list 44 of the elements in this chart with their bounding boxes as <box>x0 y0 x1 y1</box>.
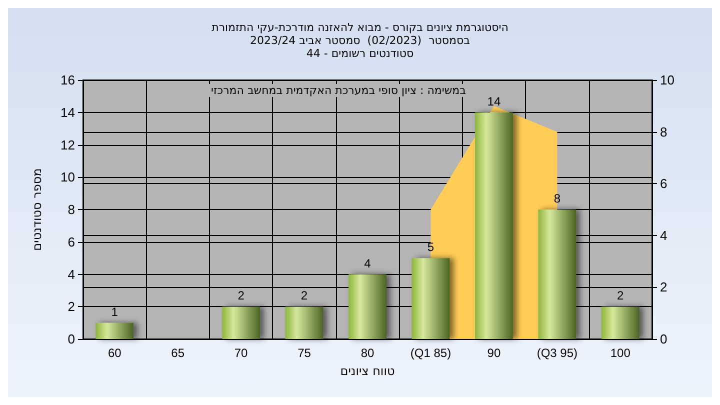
x-tick-label: (Q3 95) <box>536 346 578 360</box>
x-tick-label: 80 <box>360 346 374 360</box>
y2-tick-label: 10 <box>660 72 674 88</box>
y2-tick-label: 8 <box>660 124 668 140</box>
x-tick-label: 75 <box>298 346 312 360</box>
y-tick-label: 0 <box>68 332 75 346</box>
annotation: במשימה : ציון סופי במערכת האקדמית במחשב המרכזי <box>211 84 466 97</box>
y-tick-label: 16 <box>60 72 75 88</box>
y-axis-title: מספר סטודנטים <box>30 168 44 251</box>
y2-tick-label: 0 <box>660 332 668 346</box>
x-tick-label: 90 <box>487 346 501 360</box>
bar <box>538 210 576 339</box>
data-label: 14 <box>487 94 501 108</box>
bar <box>348 274 386 339</box>
y-tick-label: 8 <box>68 202 75 217</box>
x-axis-title: טווח ציונים <box>340 364 395 378</box>
data-label: 5 <box>427 240 434 254</box>
y2-tick-label: 6 <box>660 176 668 192</box>
bar <box>285 306 324 339</box>
data-label: 8 <box>554 192 561 206</box>
data-label: 2 <box>300 288 308 303</box>
x-tick-label: 70 <box>234 346 248 360</box>
x-tick-label: (Q1 85) <box>410 346 452 360</box>
x-tick-label: 60 <box>108 346 122 360</box>
y-tick-label: 12 <box>60 137 75 152</box>
y2-tick-label: 2 <box>660 280 668 295</box>
data-label: 1 <box>111 304 118 319</box>
x-tick-label: 65 <box>171 346 185 360</box>
x-tick-label: 100 <box>610 346 631 360</box>
y-tick-label: 2 <box>68 299 75 314</box>
chart-title: היסטוגרמת ציונים בקורס - מבוא להאזנה מודרכת-עקי התזמורת בסמסטר (02/2023) סמסטר אביב 2023/24 סטודנטים רשומים - 44 <box>212 21 508 60</box>
data-label: 2 <box>238 288 245 303</box>
y-tick-label: 6 <box>68 234 75 250</box>
y-tick-label: 4 <box>68 266 75 282</box>
bar <box>222 306 260 339</box>
y2-tick-label: 4 <box>660 228 668 243</box>
y-tick-label: 10 <box>60 170 75 185</box>
bar <box>412 258 450 339</box>
data-label: 2 <box>617 288 624 303</box>
y-tick-label: 14 <box>60 104 75 120</box>
data-label: 4 <box>364 256 372 270</box>
bar <box>601 306 640 339</box>
bar <box>96 322 134 339</box>
bar <box>474 112 513 339</box>
